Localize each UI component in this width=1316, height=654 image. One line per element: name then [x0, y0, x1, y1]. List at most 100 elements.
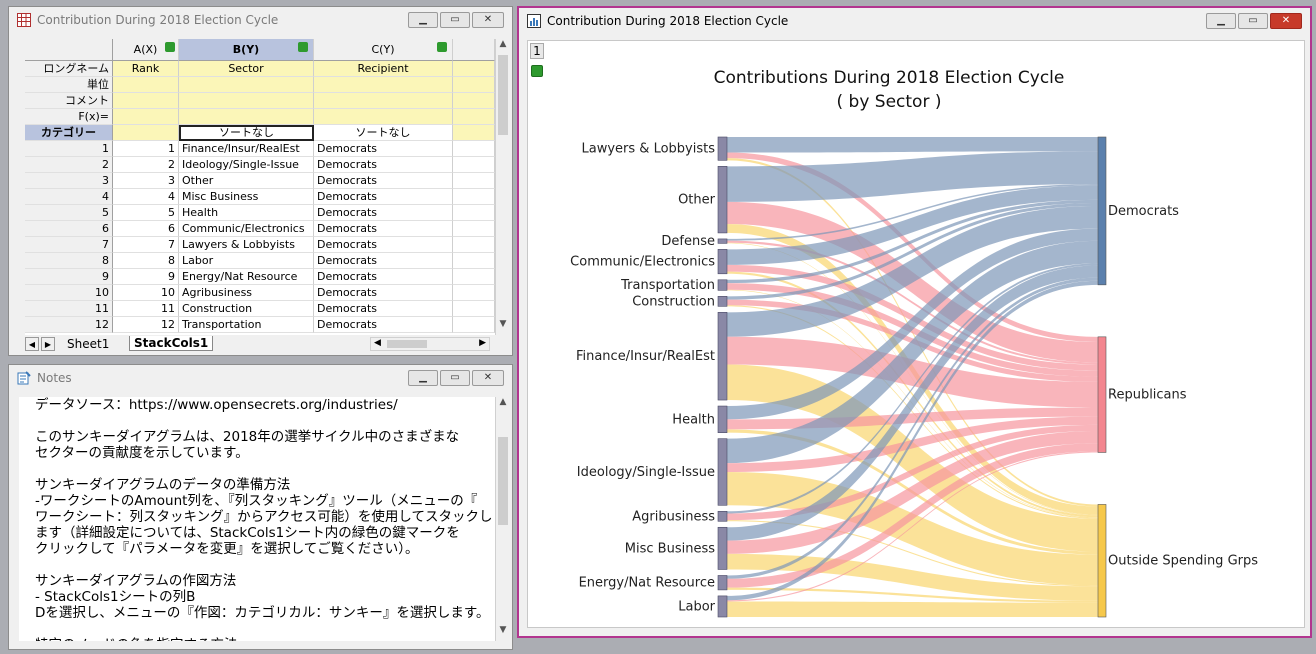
row-number[interactable]: 10	[25, 285, 113, 301]
table-cell[interactable]	[453, 141, 495, 157]
meta-cell[interactable]	[314, 109, 453, 125]
graph-titlebar[interactable]: Contribution During 2018 Election Cycle …	[519, 8, 1310, 34]
meta-row-label[interactable]: 単位	[25, 77, 113, 93]
table-cell[interactable]: 5	[113, 205, 179, 221]
long-name-cell[interactable]: Sector	[179, 61, 314, 77]
table-cell[interactable]: 12	[113, 317, 179, 333]
meta-cell[interactable]	[314, 77, 453, 93]
table-cell[interactable]: 10	[113, 285, 179, 301]
table-cell[interactable]	[453, 157, 495, 173]
meta-cell[interactable]	[113, 109, 179, 125]
layer-number-button[interactable]: 1	[530, 43, 544, 59]
maximize-button[interactable]: ▭	[440, 12, 470, 28]
table-cell[interactable]: Democrats	[314, 189, 453, 205]
tab-sheet1[interactable]: Sheet1	[67, 337, 110, 351]
table-row[interactable]: 3 3 Other Democrats	[25, 173, 495, 189]
table-cell[interactable]	[453, 237, 495, 253]
meta-cell[interactable]	[453, 125, 495, 141]
row-number[interactable]: 1	[25, 141, 113, 157]
column-header-c[interactable]: C(Y)	[314, 39, 453, 61]
table-cell[interactable]: 4	[113, 189, 179, 205]
table-cell[interactable]: Finance/Insur/RealEst	[179, 141, 314, 157]
table-row[interactable]: 2 2 Ideology/Single-Issue Democrats	[25, 157, 495, 173]
table-cell[interactable]: 3	[113, 173, 179, 189]
minimize-button[interactable]: ▁	[408, 370, 438, 386]
table-cell[interactable]: Democrats	[314, 157, 453, 173]
table-cell[interactable]: Democrats	[314, 269, 453, 285]
table-cell[interactable]	[453, 301, 495, 317]
table-cell[interactable]: Health	[179, 205, 314, 221]
table-cell[interactable]	[453, 285, 495, 301]
table-row[interactable]: 11 11 Construction Democrats	[25, 301, 495, 317]
meta-row-label[interactable]: コメント	[25, 93, 113, 109]
table-cell[interactable]: 7	[113, 237, 179, 253]
table-cell[interactable]	[453, 269, 495, 285]
long-name-cell[interactable]: Rank	[113, 61, 179, 77]
table-cell[interactable]: Ideology/Single-Issue	[179, 157, 314, 173]
category-cell[interactable]: ソートなし	[179, 125, 314, 141]
table-cell[interactable]	[453, 173, 495, 189]
meta-row-label[interactable]: F(x)=	[25, 109, 113, 125]
hscroll-thumb[interactable]	[387, 340, 427, 348]
meta-cell[interactable]	[453, 61, 495, 77]
table-row[interactable]: 10 10 Agribusiness Democrats	[25, 285, 495, 301]
row-number[interactable]: 8	[25, 253, 113, 269]
table-cell[interactable]: Democrats	[314, 301, 453, 317]
table-row[interactable]: 9 9 Energy/Nat Resource Democrats	[25, 269, 495, 285]
table-cell[interactable]	[453, 205, 495, 221]
category-cell[interactable]: ソートなし	[314, 125, 453, 141]
close-button[interactable]: ✕	[472, 12, 504, 28]
table-cell[interactable]	[453, 253, 495, 269]
meta-cell[interactable]	[453, 93, 495, 109]
table-cell[interactable]	[453, 221, 495, 237]
table-cell[interactable]: Democrats	[314, 317, 453, 333]
table-row[interactable]: 6 6 Communic/Electronics Democrats	[25, 221, 495, 237]
meta-cell[interactable]	[453, 109, 495, 125]
close-button[interactable]: ✕	[1270, 13, 1302, 29]
notes-text-area[interactable]: データソース：https://www.opensecrets.org/indus…	[19, 397, 495, 641]
meta-row-label[interactable]: カテゴリー	[25, 125, 113, 141]
table-cell[interactable]: 1	[113, 141, 179, 157]
worksheet-vertical-scrollbar[interactable]: ▲ ▼	[495, 39, 510, 335]
table-row[interactable]: 7 7 Lawyers & Lobbyists Democrats	[25, 237, 495, 253]
worksheet-titlebar[interactable]: Contribution During 2018 Election Cycle …	[9, 7, 512, 33]
column-header-empty[interactable]	[453, 39, 495, 61]
table-cell[interactable]: Agribusiness	[179, 285, 314, 301]
notes-vertical-scrollbar[interactable]: ▲ ▼	[495, 397, 510, 641]
scroll-thumb[interactable]	[498, 437, 508, 525]
hscroll-right-icon[interactable]: ▶	[479, 338, 486, 348]
notes-titlebar[interactable]: Notes ▁ ▭ ✕	[9, 365, 512, 391]
table-cell[interactable]: Construction	[179, 301, 314, 317]
table-cell[interactable]: 6	[113, 221, 179, 237]
scroll-down-icon[interactable]: ▼	[499, 319, 507, 329]
row-number[interactable]: 3	[25, 173, 113, 189]
table-cell[interactable]: Communic/Electronics	[179, 221, 314, 237]
table-row[interactable]: 8 8 Labor Democrats	[25, 253, 495, 269]
table-cell[interactable]: Democrats	[314, 141, 453, 157]
scroll-up-icon[interactable]: ▲	[499, 39, 507, 49]
table-cell[interactable]: Democrats	[314, 205, 453, 221]
column-header-b[interactable]: B(Y)	[179, 39, 314, 61]
minimize-button[interactable]: ▁	[408, 12, 438, 28]
meta-row-label[interactable]: ロングネーム	[25, 61, 113, 77]
scroll-down-icon[interactable]: ▼	[499, 625, 507, 635]
table-row[interactable]: 12 12 Transportation Democrats	[25, 317, 495, 333]
tab-scroll-left-icon[interactable]: ◀	[25, 337, 39, 351]
table-cell[interactable]: Labor	[179, 253, 314, 269]
table-cell[interactable]: 8	[113, 253, 179, 269]
table-row[interactable]: 1 1 Finance/Insur/RealEst Democrats	[25, 141, 495, 157]
table-cell[interactable]: Transportation	[179, 317, 314, 333]
table-cell[interactable]: Democrats	[314, 173, 453, 189]
table-cell[interactable]: Energy/Nat Resource	[179, 269, 314, 285]
close-button[interactable]: ✕	[472, 370, 504, 386]
lock-icon[interactable]	[531, 65, 543, 77]
meta-cell[interactable]	[179, 93, 314, 109]
table-row[interactable]: 4 4 Misc Business Democrats	[25, 189, 495, 205]
row-number[interactable]: 7	[25, 237, 113, 253]
table-cell[interactable]: Democrats	[314, 253, 453, 269]
hscroll-left-icon[interactable]: ◀	[374, 338, 381, 348]
table-cell[interactable]: Democrats	[314, 285, 453, 301]
table-cell[interactable]: Lawyers & Lobbyists	[179, 237, 314, 253]
table-cell[interactable]	[453, 317, 495, 333]
meta-cell[interactable]	[453, 77, 495, 93]
